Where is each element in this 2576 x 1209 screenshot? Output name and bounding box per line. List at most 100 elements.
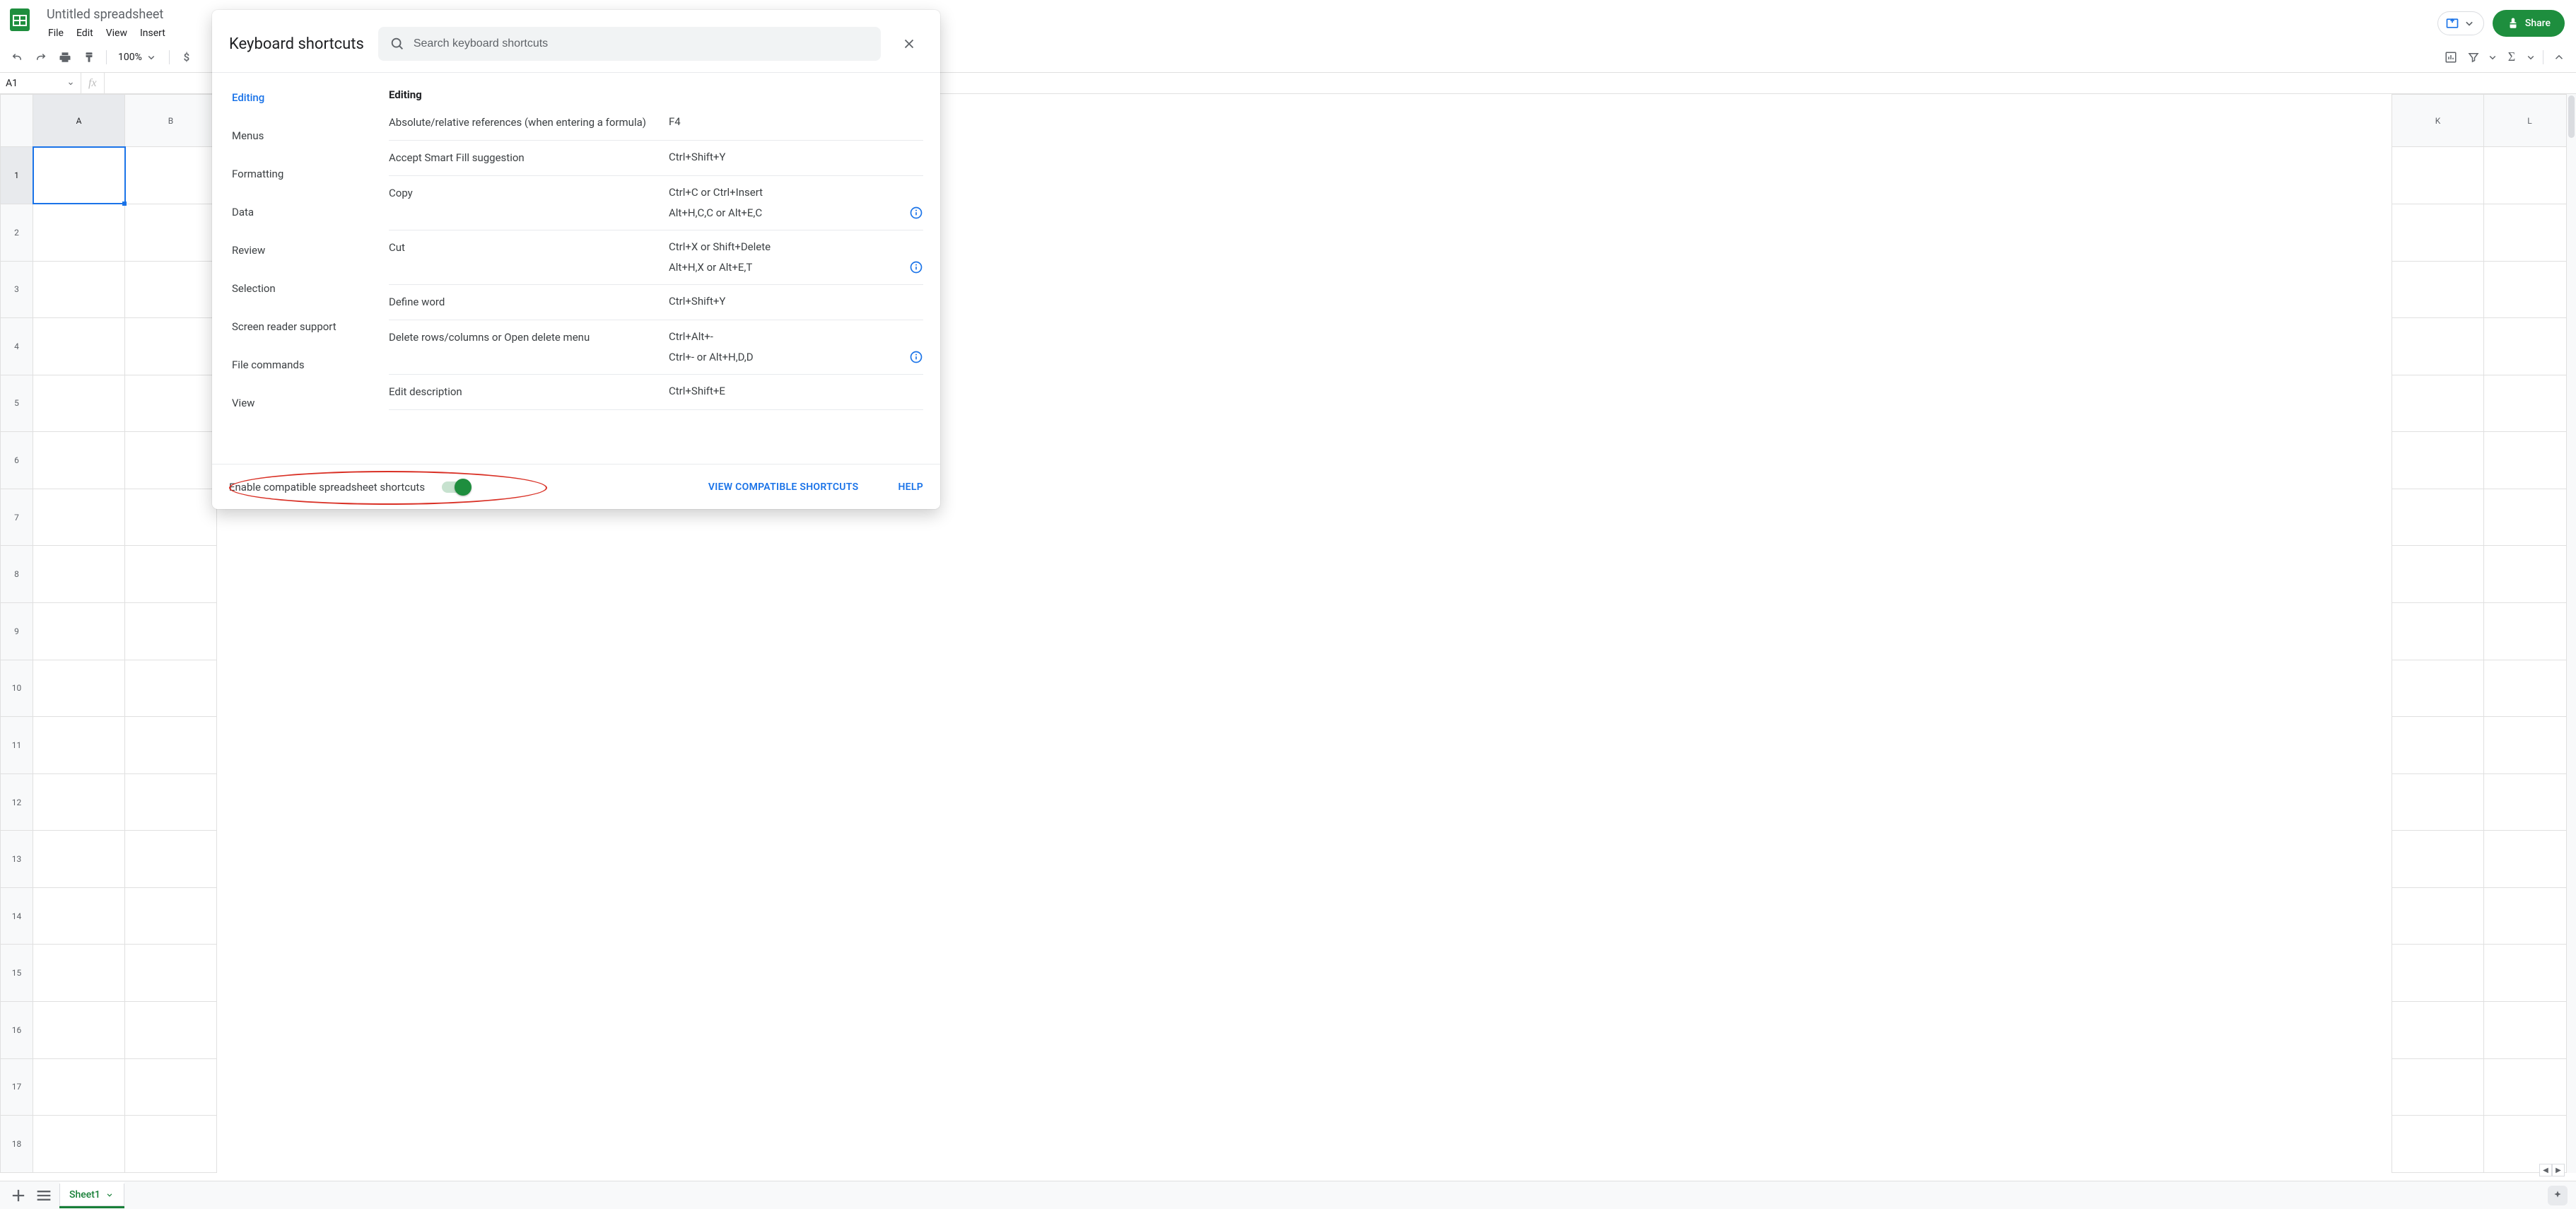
help-link[interactable]: HELP xyxy=(898,481,923,493)
cell[interactable] xyxy=(33,432,125,489)
shortcut-category-item[interactable]: Menus xyxy=(212,117,375,155)
cell[interactable] xyxy=(33,147,125,204)
cell[interactable] xyxy=(33,204,125,261)
cell[interactable] xyxy=(125,945,217,1002)
sheets-logo[interactable] xyxy=(6,6,34,34)
cell[interactable] xyxy=(2484,318,2576,375)
row-header[interactable]: 12 xyxy=(1,773,33,831)
print-button[interactable] xyxy=(55,47,75,67)
present-button[interactable] xyxy=(2437,11,2484,35)
functions-button[interactable]: Σ xyxy=(2502,47,2522,67)
compatible-shortcuts-toggle[interactable] xyxy=(442,481,470,493)
cell[interactable] xyxy=(2484,887,2576,945)
cell[interactable] xyxy=(2392,375,2484,432)
row-header[interactable]: 10 xyxy=(1,660,33,717)
row-header[interactable]: 18 xyxy=(1,1116,33,1173)
menu-insert[interactable]: Insert xyxy=(134,25,171,42)
shortcut-category-item[interactable]: Screen reader support xyxy=(212,308,375,346)
cell[interactable] xyxy=(2392,1002,2484,1059)
cell[interactable] xyxy=(125,261,217,318)
row-header[interactable]: 14 xyxy=(1,887,33,945)
shortcut-category-item[interactable]: Editing xyxy=(212,78,375,117)
shortcut-search[interactable] xyxy=(378,27,881,61)
column-header[interactable]: L xyxy=(2484,95,2576,147)
cell[interactable] xyxy=(125,773,217,831)
cell[interactable] xyxy=(2392,204,2484,261)
cell[interactable] xyxy=(125,660,217,717)
shortcut-category-item[interactable]: View xyxy=(212,384,375,422)
cell[interactable] xyxy=(2392,261,2484,318)
cell[interactable] xyxy=(2392,717,2484,774)
vertical-scrollbar[interactable] xyxy=(2566,94,2576,1173)
share-button[interactable]: Share xyxy=(2493,10,2565,37)
collapse-toolbar-button[interactable] xyxy=(2549,47,2569,67)
undo-button[interactable] xyxy=(7,47,27,67)
cell[interactable] xyxy=(125,318,217,375)
cell[interactable] xyxy=(2392,1116,2484,1173)
column-header[interactable]: A xyxy=(33,95,125,147)
row-header[interactable]: 1 xyxy=(1,147,33,204)
shortcut-category-item[interactable]: Selection xyxy=(212,269,375,308)
cell[interactable] xyxy=(2392,660,2484,717)
cell[interactable] xyxy=(33,1116,125,1173)
sheet-tab[interactable]: Sheet1 xyxy=(59,1182,124,1208)
row-header[interactable]: 16 xyxy=(1,1002,33,1059)
row-header[interactable]: 11 xyxy=(1,717,33,774)
cell[interactable] xyxy=(2392,887,2484,945)
menu-edit[interactable]: Edit xyxy=(71,25,99,42)
row-header[interactable]: 4 xyxy=(1,318,33,375)
shortcut-category-sidebar[interactable]: EditingMenusFormattingDataReviewSelectio… xyxy=(212,73,375,464)
cell[interactable] xyxy=(33,375,125,432)
cell[interactable] xyxy=(125,1002,217,1059)
cell[interactable] xyxy=(33,261,125,318)
cell[interactable] xyxy=(125,1116,217,1173)
cell[interactable] xyxy=(125,147,217,204)
cell[interactable] xyxy=(2392,945,2484,1002)
column-header[interactable]: B xyxy=(125,95,217,147)
close-button[interactable] xyxy=(895,30,923,58)
cell[interactable] xyxy=(2392,147,2484,204)
scroll-right-button[interactable]: ▶ xyxy=(2552,1164,2565,1176)
cell[interactable] xyxy=(33,660,125,717)
cell[interactable] xyxy=(2484,204,2576,261)
cell[interactable] xyxy=(33,717,125,774)
filter-button[interactable] xyxy=(2464,47,2483,67)
cell[interactable] xyxy=(2484,432,2576,489)
row-header[interactable]: 8 xyxy=(1,546,33,603)
cell[interactable] xyxy=(2484,831,2576,888)
row-header[interactable]: 17 xyxy=(1,1058,33,1116)
row-header[interactable]: 2 xyxy=(1,204,33,261)
cell[interactable] xyxy=(125,204,217,261)
scroll-left-button[interactable]: ◀ xyxy=(2539,1164,2552,1176)
cell[interactable] xyxy=(2484,261,2576,318)
info-icon[interactable] xyxy=(909,260,923,274)
cell[interactable] xyxy=(125,887,217,945)
row-header[interactable]: 15 xyxy=(1,945,33,1002)
horizontal-sheet-nav[interactable]: ◀ ▶ xyxy=(2539,1164,2565,1176)
cell[interactable] xyxy=(125,717,217,774)
menu-view[interactable]: View xyxy=(100,25,133,42)
cell[interactable] xyxy=(2484,603,2576,660)
shortcut-category-item[interactable]: File commands xyxy=(212,346,375,384)
cell[interactable] xyxy=(2392,603,2484,660)
shortcut-search-input[interactable] xyxy=(414,37,870,50)
shortcut-category-item[interactable]: Formatting xyxy=(212,155,375,193)
cell[interactable] xyxy=(125,831,217,888)
cell[interactable] xyxy=(2392,831,2484,888)
row-header[interactable]: 7 xyxy=(1,489,33,546)
cell[interactable] xyxy=(33,887,125,945)
cell[interactable] xyxy=(33,773,125,831)
shortcut-category-item[interactable]: Review xyxy=(212,231,375,269)
redo-button[interactable] xyxy=(31,47,51,67)
column-header[interactable]: K xyxy=(2392,95,2484,147)
cell[interactable] xyxy=(2484,375,2576,432)
cell[interactable] xyxy=(33,489,125,546)
view-compatible-link[interactable]: VIEW COMPATIBLE SHORTCUTS xyxy=(708,481,859,493)
cell[interactable] xyxy=(125,432,217,489)
add-sheet-button[interactable] xyxy=(8,1186,28,1205)
cell[interactable] xyxy=(125,375,217,432)
name-box[interactable]: A1 xyxy=(0,73,81,93)
cell[interactable] xyxy=(33,945,125,1002)
insert-chart-button[interactable] xyxy=(2441,47,2461,67)
cell[interactable] xyxy=(125,546,217,603)
